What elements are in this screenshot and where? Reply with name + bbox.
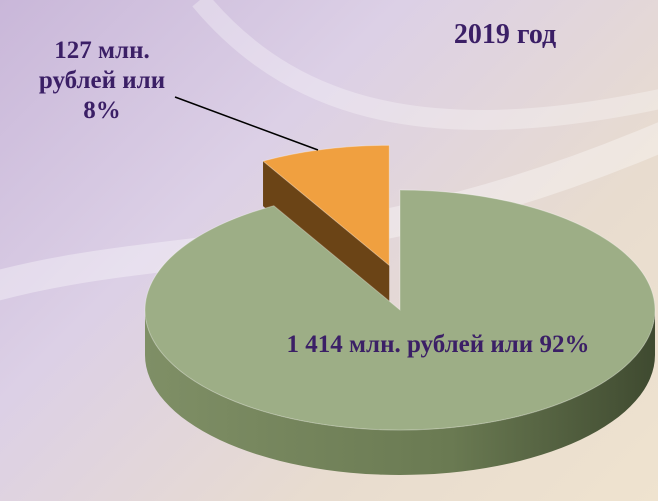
pie xyxy=(144,144,656,475)
chart-title: 2019 год xyxy=(453,19,557,50)
data-label: 127 млн. рублей или 8% xyxy=(38,37,166,124)
slice-side xyxy=(145,310,655,475)
pie-slice xyxy=(261,144,390,267)
slice-cut-face xyxy=(263,161,390,311)
data-label: 1 414 млн. рублей или 92% xyxy=(286,331,590,358)
leader-line xyxy=(174,96,319,151)
pie-slice xyxy=(144,189,656,431)
decor-wave xyxy=(192,0,658,130)
